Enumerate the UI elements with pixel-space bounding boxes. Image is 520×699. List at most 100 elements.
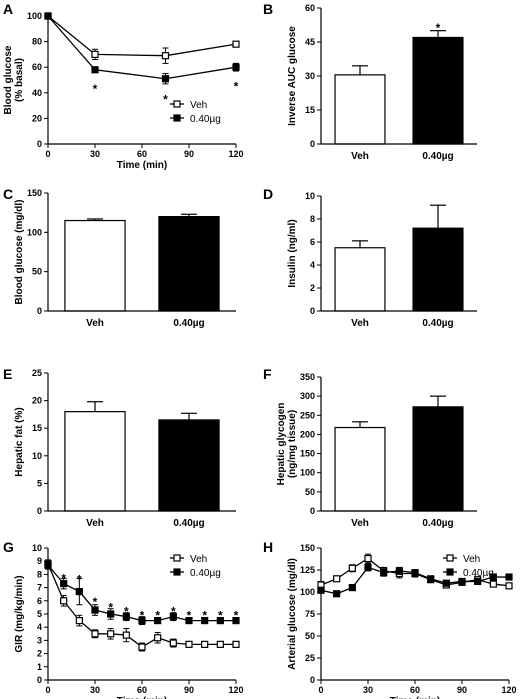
y-tick-label: 0 [37, 139, 42, 149]
data-point [216, 616, 224, 625]
y-tick-label: 3 [37, 635, 42, 645]
data-point [60, 580, 68, 588]
data-point [232, 640, 240, 648]
y-tick-label: 1 [37, 662, 42, 672]
data-point [138, 616, 146, 625]
data-point [201, 640, 209, 648]
data-point [364, 554, 372, 563]
data-point [348, 564, 356, 572]
bar [412, 406, 464, 512]
bar [412, 227, 464, 312]
data-point [474, 577, 482, 586]
data-point [91, 50, 99, 59]
data-point [138, 643, 146, 651]
y-tick-label: 100 [27, 227, 42, 237]
y-tick-label: 5 [37, 609, 42, 619]
data-point [107, 630, 115, 638]
panel-G: G 0 1 2 3 4 5 6 7 8 9 10 0 30 60 90 120 Time (min) GIR (mg… [3, 539, 244, 699]
category-label: 0.40µg [422, 318, 453, 329]
y-axis-label: GIR (mg/kg/min) [14, 575, 25, 652]
y-tick-label: 200 [300, 429, 315, 439]
legend-marker [446, 554, 454, 562]
significance-star: * [155, 608, 160, 622]
data-point [169, 639, 177, 647]
x-axis-label: Time (min) [390, 696, 440, 699]
y-tick-label: 40 [32, 88, 42, 98]
bar [334, 247, 386, 312]
panel-label: G [3, 539, 14, 555]
data-point [427, 575, 435, 583]
bar [64, 219, 126, 312]
legend-marker [173, 568, 181, 576]
x-tick-label: 30 [363, 685, 373, 695]
y-tick-label: 100 [300, 587, 315, 597]
y-tick-label: 25 [305, 653, 315, 663]
panel-A: A 0 20 40 60 80 100 0 30 60 90 120 Time (min) Blood g… [3, 1, 244, 171]
significance-star: * [108, 600, 113, 614]
bar [158, 216, 220, 312]
panel-label: H [263, 539, 273, 555]
y-tick-label: 50 [32, 267, 42, 277]
data-point [75, 587, 83, 596]
data-point [91, 630, 99, 638]
y-tick-label: 300 [300, 391, 315, 401]
y-tick-label: 60 [305, 3, 315, 13]
x-tick-label: 90 [184, 685, 194, 695]
y-axis-label: Hepatic glycogen [276, 403, 287, 486]
data-point [161, 75, 170, 83]
legend: Veh 0.40µg [170, 100, 221, 125]
y-tick-label: 100 [27, 11, 42, 21]
category-label: 0.40µg [422, 518, 453, 529]
data-point [216, 640, 224, 648]
data-point [91, 606, 99, 614]
category-label: Veh [86, 518, 104, 529]
y-tick-label: 6 [37, 596, 42, 606]
data-point [161, 52, 170, 60]
data-point [122, 631, 130, 639]
x-axis-label: Time (min) [117, 160, 167, 171]
data-point [201, 616, 209, 625]
y-tick-label: 15 [305, 105, 315, 115]
x-tick-label: 60 [137, 685, 147, 695]
legend-label: 0.40µg [463, 568, 494, 579]
y-axis-label: Blood glucose (mg/dl) [14, 200, 25, 305]
panel-label: C [3, 186, 13, 202]
data-point [232, 40, 240, 48]
y-tick-label: 0 [37, 306, 42, 316]
y-tick-label: 0 [37, 675, 42, 685]
legend-label: Veh [463, 554, 480, 565]
data-point [169, 613, 177, 621]
x-tick-label: 120 [228, 685, 243, 695]
category-label: Veh [351, 518, 369, 529]
data-point [107, 610, 115, 618]
y-tick-label: 8 [37, 569, 42, 579]
legend: Veh 0.40µg [443, 554, 494, 579]
x-tick-label: 90 [457, 685, 467, 695]
y-tick-label: 4 [37, 622, 42, 632]
legend-marker [173, 114, 181, 122]
y-axis-label: Blood glucose [3, 45, 14, 114]
data-point [44, 12, 52, 20]
legend: Veh 0.40µg [170, 554, 221, 579]
x-tick-label: 0 [318, 685, 323, 695]
data-point [154, 634, 162, 642]
data-point [333, 590, 341, 598]
y-tick-label: 4 [310, 260, 315, 270]
y-tick-label: 30 [305, 71, 315, 81]
data-point [317, 586, 325, 594]
y-tick-label: 2 [310, 283, 315, 293]
data-point [185, 640, 193, 648]
panel-label: F [263, 366, 272, 382]
x-tick-label: 120 [228, 149, 243, 159]
data-point [154, 616, 162, 625]
y-tick-label: 7 [37, 583, 42, 593]
category-label: Veh [86, 318, 104, 329]
significance-star: * [93, 595, 98, 609]
x-tick-label: 30 [90, 149, 100, 159]
category-label: Veh [351, 318, 369, 329]
panel-label: A [3, 1, 13, 17]
y-tick-label: 100 [300, 468, 315, 478]
category-label: Veh [351, 151, 369, 162]
y-tick-label: 20 [32, 113, 42, 123]
panel-F: F Veh 0.40µg 0 50 100 150 200 250 300 350 Hepatic g… [263, 366, 477, 529]
